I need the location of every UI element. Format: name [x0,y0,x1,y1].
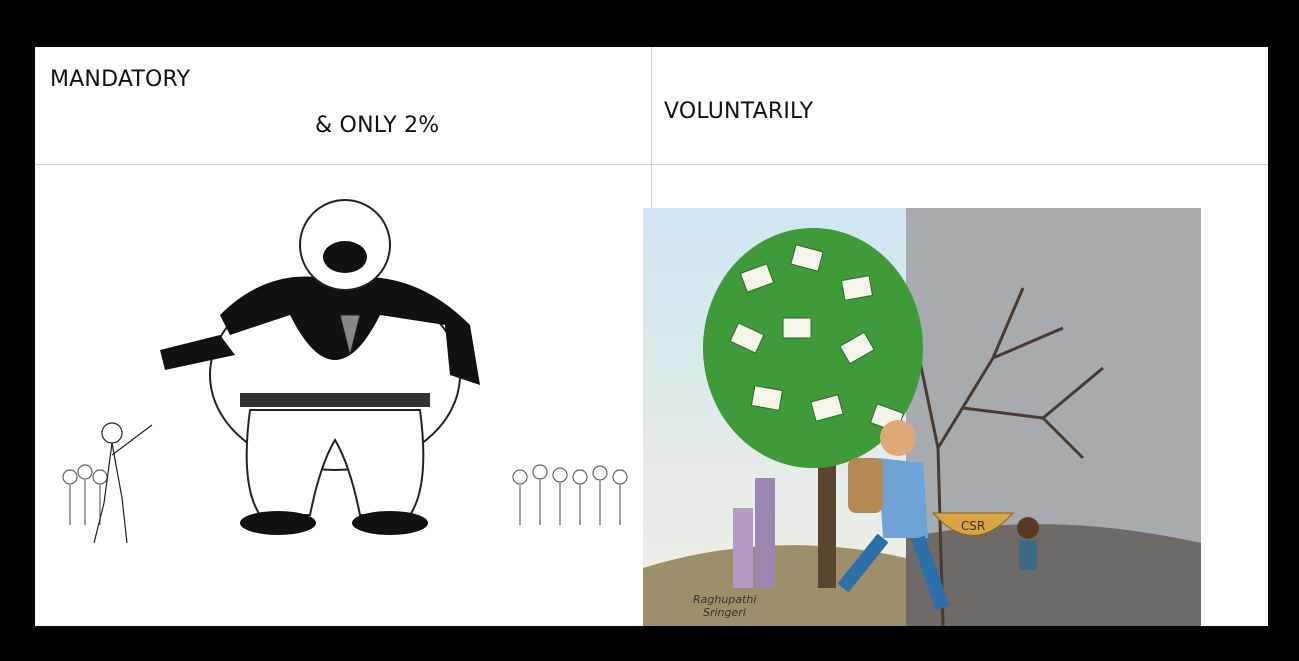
header-cell-text: MANDATORY [50,67,190,92]
row-divider [35,164,1268,165]
greedy-man-cartoon [50,185,642,595]
csr-cartoon: CSR Raghupathi Sringeri [643,208,1201,626]
slide: MANDATORY & ONLY 2% VOLUNTARILY [0,0,1299,661]
header-cell-text: VOLUNTARILY [664,99,813,124]
signature: Raghupathi [693,593,756,606]
header-cell-text: & ONLY 2% [315,113,439,138]
basket-label: CSR [961,519,985,533]
comparison-table: MANDATORY & ONLY 2% VOLUNTARILY [35,47,1268,626]
signature: Sringeri [703,606,746,619]
